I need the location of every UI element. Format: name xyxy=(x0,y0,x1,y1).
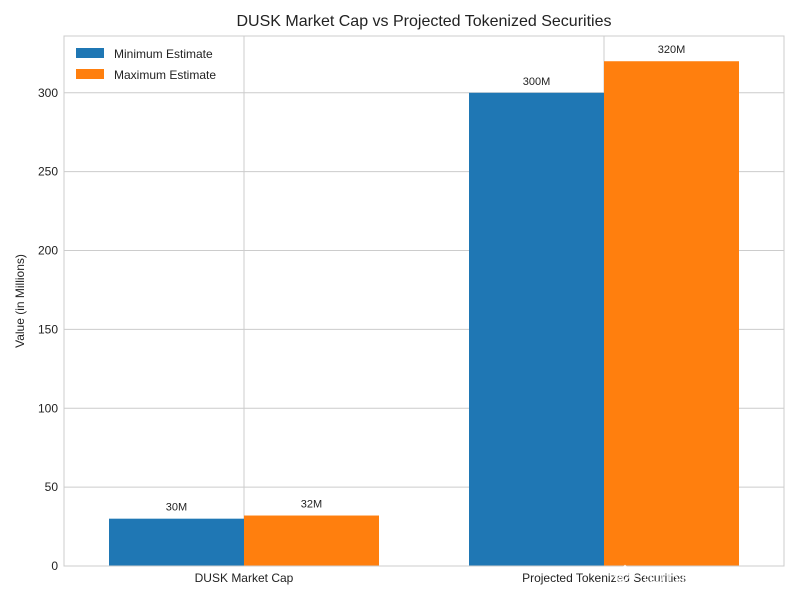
data-labels: 30M 300M 32M 320M xyxy=(166,44,685,513)
legend-swatch xyxy=(76,48,104,58)
x-tick-label: DUSK Market Cap xyxy=(195,571,294,585)
y-axis-label: Value (in Millions) xyxy=(13,254,27,348)
plot-frame xyxy=(63,35,785,567)
legend-item-label: Minimum Estimate xyxy=(114,47,213,61)
y-tick-label: 200 xyxy=(38,244,58,258)
watermark-logo-icon xyxy=(613,564,637,588)
bars xyxy=(109,61,739,567)
chart-title: DUSK Market Cap vs Projected Tokenized S… xyxy=(237,13,612,30)
y-tick-label: 100 xyxy=(38,401,58,415)
y-tick-label: 0 xyxy=(51,559,58,573)
bar-value-label: 300M xyxy=(523,76,551,88)
legend[interactable]: Minimum Estimate Maximum Estimate xyxy=(76,47,216,82)
tick-labels: 0 50 100 150 200 250 300 DUSK Market Cap Project… xyxy=(38,86,686,585)
bar-value-label: 32M xyxy=(301,499,322,511)
bar-minimum-0 xyxy=(109,518,244,566)
watermark: @BitC_Fahmi xyxy=(613,564,787,590)
y-tick-label: 50 xyxy=(45,480,59,494)
y-tick-label: 250 xyxy=(38,165,58,179)
bar-value-label: 30M xyxy=(166,502,187,514)
y-tick-label: 300 xyxy=(38,86,58,100)
legend-swatch xyxy=(76,69,104,79)
y-tick-label: 150 xyxy=(38,322,58,336)
watermark-text: @BitC_Fahmi xyxy=(643,565,787,590)
bar-value-label: 320M xyxy=(658,44,686,56)
legend-item-label: Maximum Estimate xyxy=(114,68,216,82)
x-tick-label: Projected Tokenized Securities xyxy=(522,571,686,585)
bar-maximum-1 xyxy=(604,61,739,566)
bar-minimum-1 xyxy=(469,92,604,567)
bar-maximum-0 xyxy=(244,515,379,566)
